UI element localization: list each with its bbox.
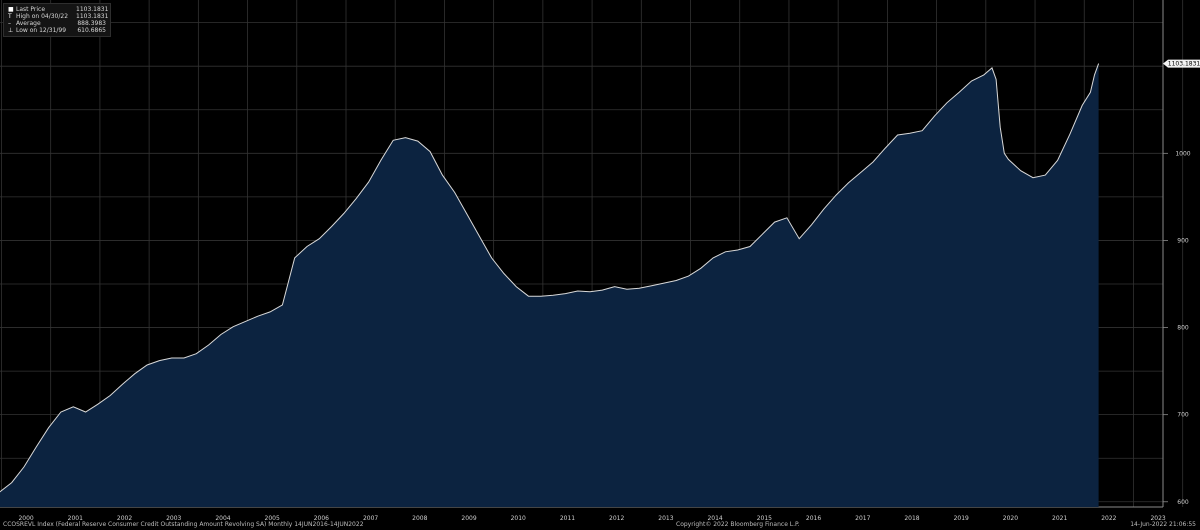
x-axis-tick-labels: 2000 2001 2002 2003 2004 2005 2006 2007 2008 2009… xyxy=(18,515,1165,522)
y-axis-tick-labels: 600 700 800 900 1000 xyxy=(1163,150,1191,506)
x-tick-label: 2015 xyxy=(757,515,772,522)
footer-copyright: Copyright© 2022 Bloomberg Finance L.P. xyxy=(676,521,800,528)
x-tick-label: 2011 xyxy=(560,515,575,522)
x-tick-label: 2018 xyxy=(904,515,919,522)
x-tick-label: 2003 xyxy=(166,515,181,522)
t-high-icon: T xyxy=(8,13,12,20)
square-icon: ■ xyxy=(8,6,14,13)
y-tick-label: 600 xyxy=(1177,499,1189,506)
legend-row-average: – Average 888.3983 xyxy=(8,20,106,27)
x-tick-label: 2010 xyxy=(511,515,526,522)
dash-average-icon: – xyxy=(8,20,11,27)
y-tick-label: 700 xyxy=(1177,412,1189,419)
y-tick-label: 800 xyxy=(1177,325,1189,332)
x-tick-label: 2021 xyxy=(1052,515,1067,522)
x-tick-label: 2014 xyxy=(707,515,722,522)
x-tick-label: 2012 xyxy=(609,515,624,522)
x-tick-label: 2013 xyxy=(658,515,673,522)
x-tick-label: 2004 xyxy=(215,515,230,522)
legend-row-high: T High on 04/30/22 1103.1831 xyxy=(8,13,109,20)
y-tick-label: 1000 xyxy=(1175,150,1190,157)
x-tick-label: 2020 xyxy=(1003,515,1018,522)
legend-row-low: ⊥ Low on 12/31/99 610.6865 xyxy=(8,27,106,34)
footer-timestamp: 14-Jun-2022 21:06:55 xyxy=(1130,521,1196,528)
x-tick-label: 2007 xyxy=(363,515,378,522)
x-tick-label: 2023 xyxy=(1150,515,1165,522)
x-tick-label: 2000 xyxy=(18,515,33,522)
legend-row-last-price: ■ Last Price 1103.1831 xyxy=(8,6,109,13)
footer-index-description: CCOSREVL Index (Federal Reserve Consumer… xyxy=(3,521,364,528)
x-tick-label: 2017 xyxy=(855,515,870,522)
x-tick-label: 2006 xyxy=(314,515,329,522)
x-tick-label: 2005 xyxy=(265,515,280,522)
last-price-tag-box xyxy=(1163,59,1200,68)
last-price-tag: 1103.1831 xyxy=(1163,59,1200,68)
x-tick-label: 2002 xyxy=(117,515,132,522)
y-tick-label: 900 xyxy=(1177,237,1189,244)
x-tick-label: 2022 xyxy=(1101,515,1116,522)
x-tick-label: 2009 xyxy=(461,515,476,522)
x-tick-label: 2008 xyxy=(412,515,427,522)
last-price-tag-label: 1103.1831 xyxy=(1168,61,1200,68)
x-tick-label: 2019 xyxy=(954,515,969,522)
l-low-icon: ⊥ xyxy=(8,27,14,34)
x-tick-label: 2001 xyxy=(68,515,83,522)
series-line xyxy=(0,63,1100,493)
series-area xyxy=(0,63,1099,507)
x-tick-label: 2016 xyxy=(806,515,821,522)
legend: ■ Last Price 1103.1831 T High on 04/30/2… xyxy=(3,3,111,37)
